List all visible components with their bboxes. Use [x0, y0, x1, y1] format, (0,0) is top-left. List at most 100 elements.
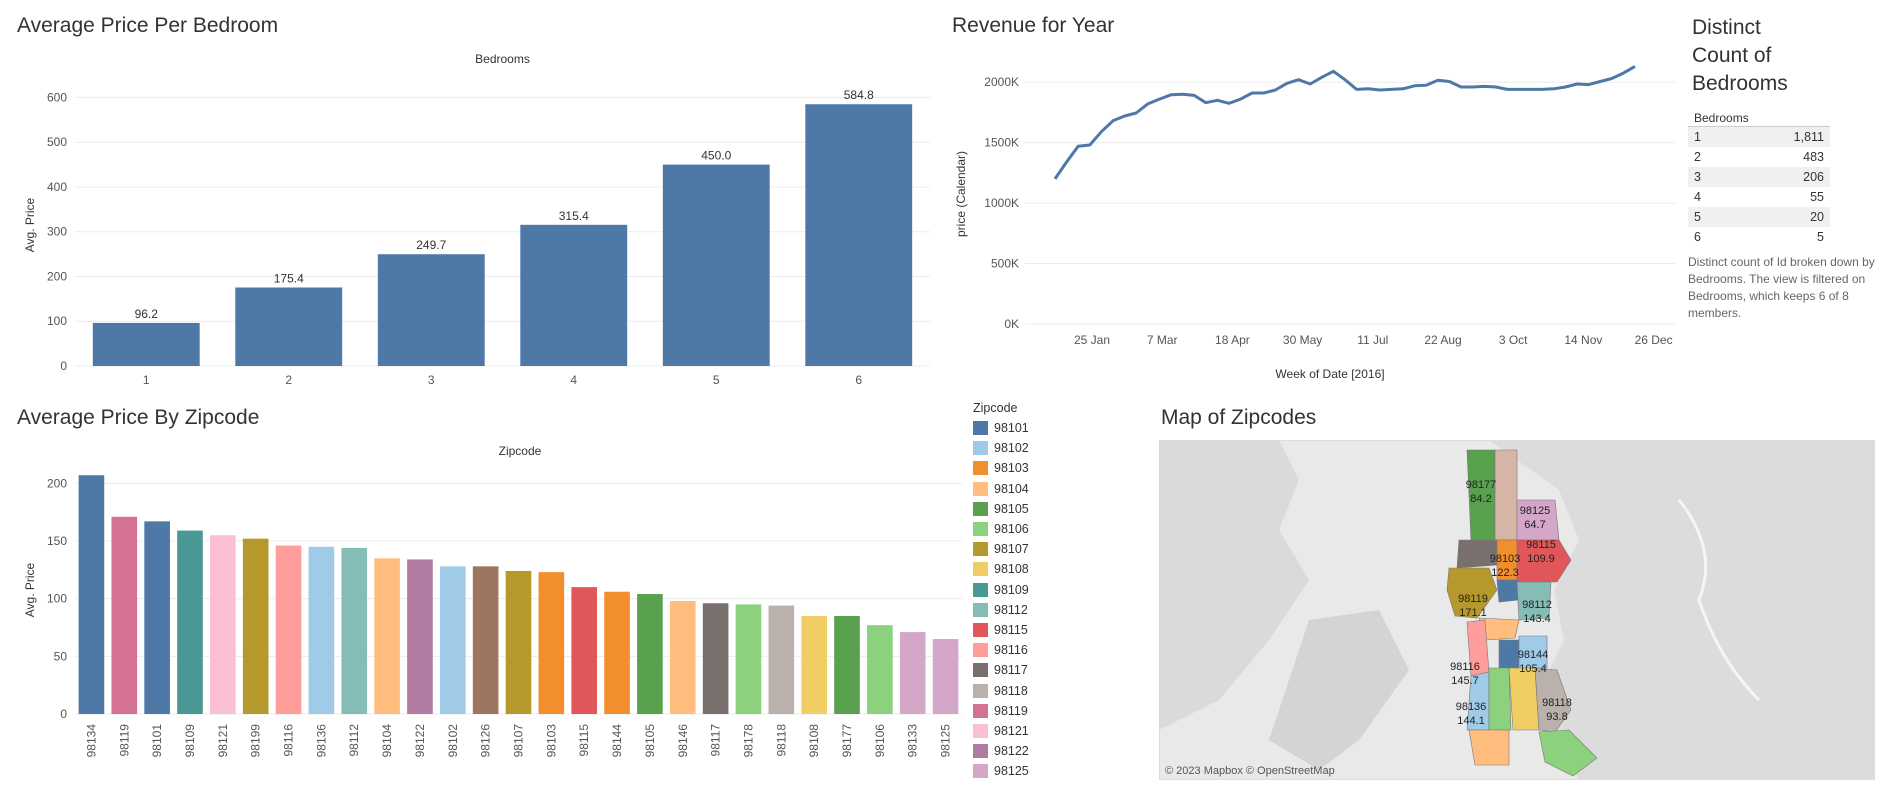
chart1-bar-5[interactable] — [662, 164, 770, 366]
chart1-data-label: 584.8 — [844, 88, 874, 102]
map-label-value: 105.4 — [1519, 663, 1547, 675]
chart4-bar-98108[interactable] — [801, 615, 827, 714]
region-98133[interactable] — [1494, 449, 1518, 541]
legend-label: 98103 — [994, 461, 1029, 476]
chart4-bar-98122[interactable] — [407, 559, 433, 714]
legend-item-98125[interactable]: 98125 — [973, 761, 1029, 781]
region-98106[interactable] — [1488, 667, 1512, 731]
chart4-bar-98134[interactable] — [78, 475, 105, 714]
legend-item-98121[interactable]: 98121 — [973, 721, 1029, 741]
legend-item-98119[interactable]: 98119 — [973, 701, 1029, 721]
legend-items[interactable]: 98101 98102 98103 98104 98105 98106 98107 98108… — [973, 418, 1029, 781]
zipcode-legend[interactable]: Zipcode 98101 98102 98103 98104 98105 98106 98… — [973, 398, 1029, 781]
region-98115[interactable] — [1516, 539, 1572, 583]
legend-item-98116[interactable]: 98116 — [973, 640, 1029, 660]
chart4-x-tick: 98177 — [840, 724, 854, 758]
table-row: 2 483 — [1688, 147, 1830, 167]
chart4-bar-98116[interactable] — [275, 545, 302, 714]
chart1-y-tick: 500 — [47, 135, 67, 149]
line-chart-revenue-for-year[interactable]: 0K 500K 1000K 1500K 2000K price (Calendar) 25 … — [940, 44, 1680, 394]
legend-item-98109[interactable]: 98109 — [973, 580, 1029, 600]
bar-chart-price-by-zipcode[interactable]: Zipcode Avg. Price 0 50 100 150 200 98134 98119 9… — [0, 436, 965, 786]
table-caption: Distinct count of Id broken down by Bedr… — [1688, 255, 1875, 320]
chart2-series-line[interactable] — [1053, 65, 1636, 180]
table-row: 4 55 — [1688, 187, 1830, 207]
region-98144[interactable] — [1518, 635, 1548, 669]
chart2-x-tick: 25 Jan — [1074, 333, 1110, 347]
chart4-bar-98102[interactable] — [439, 566, 466, 714]
chart1-x-tick: 5 — [713, 373, 720, 387]
chart4-bar-98109[interactable] — [177, 530, 203, 714]
chart4-bar-98146[interactable] — [669, 600, 696, 714]
chart4-bar-98115[interactable] — [571, 587, 598, 714]
legend-swatch — [973, 562, 988, 577]
chart4-bar-98103[interactable] — [538, 572, 565, 714]
chart4-bar-98121[interactable] — [210, 535, 236, 714]
legend-item-98115[interactable]: 98115 — [973, 620, 1029, 640]
legend-item-98101[interactable]: 98101 — [973, 418, 1029, 438]
chart1-bar-3[interactable] — [377, 254, 485, 366]
region-98134[interactable] — [1498, 639, 1520, 669]
legend-label: 98104 — [994, 481, 1029, 496]
legend-item-98104[interactable]: 98104 — [973, 479, 1029, 499]
region-98112[interactable] — [1516, 581, 1552, 621]
table-row-label: 3 — [1694, 170, 1701, 184]
region-98107[interactable] — [1446, 567, 1498, 619]
legend-swatch — [973, 461, 988, 476]
chart4-bar-98126[interactable] — [472, 566, 499, 714]
legend-swatch — [973, 723, 988, 738]
map-label-value: 93.8 — [1546, 711, 1567, 723]
bar-chart-price-per-bedroom[interactable]: Bedrooms Avg. Price 0 100 200 300 400 500 600 96.… — [0, 44, 940, 394]
chart2-y-tick: 1500K — [984, 136, 1019, 150]
legend-item-98107[interactable]: 98107 — [973, 539, 1029, 559]
chart4-bar-98178[interactable] — [735, 604, 762, 714]
chart4-bar-98199[interactable] — [242, 538, 269, 714]
region-98101[interactable] — [1496, 579, 1520, 603]
map-label-value: 171.1 — [1459, 607, 1487, 619]
chart4-bar-98107[interactable] — [505, 570, 532, 714]
region-98146[interactable] — [1468, 729, 1510, 766]
legend-item-98117[interactable]: 98117 — [973, 660, 1029, 680]
legend-item-98112[interactable]: 98112 — [973, 600, 1029, 620]
legend-item-98118[interactable]: 98118 — [973, 680, 1029, 700]
legend-item-98122[interactable]: 98122 — [973, 741, 1029, 761]
region-98108[interactable] — [1508, 667, 1540, 731]
chart4-bar-98177[interactable] — [834, 615, 860, 714]
region-98118[interactable] — [1534, 667, 1572, 733]
chart4-bar-98105[interactable] — [637, 594, 663, 714]
chart4-bar-98101[interactable] — [144, 521, 170, 714]
zipcode-map[interactable]: 98177 84.2 98125 64.7 98115 109.9 98103 122.3 98… — [1159, 440, 1875, 780]
legend-item-98108[interactable]: 98108 — [973, 559, 1029, 579]
chart4-bar-98125[interactable] — [932, 639, 959, 714]
chart4-bar-98133[interactable] — [899, 632, 926, 714]
chart1-bar-1[interactable] — [92, 322, 200, 366]
chart4-bar-98104[interactable] — [374, 558, 400, 714]
chart1-header: Bedrooms — [475, 52, 530, 66]
legend-swatch — [973, 421, 988, 436]
region-98178[interactable] — [1538, 729, 1598, 777]
zipcode-regions[interactable] — [1446, 449, 1598, 777]
chart4-bar-98112[interactable] — [341, 547, 368, 714]
chart1-bar-2[interactable] — [235, 287, 343, 366]
chart1-bar-4[interactable] — [520, 224, 628, 366]
legend-item-98106[interactable]: 98106 — [973, 519, 1029, 539]
legend-swatch — [973, 683, 988, 698]
chart4-bar-98118[interactable] — [768, 605, 795, 714]
legend-label: 98115 — [994, 622, 1028, 637]
chart4-bar-98117[interactable] — [702, 603, 729, 714]
map-river — [1677, 499, 1761, 702]
legend-item-98105[interactable]: 98105 — [973, 499, 1029, 519]
legend-label: 98102 — [994, 441, 1029, 456]
chart4-bar-98144[interactable] — [604, 591, 630, 714]
legend-item-98103[interactable]: 98103 — [973, 458, 1029, 478]
chart4-bar-98136[interactable] — [308, 546, 335, 714]
chart1-data-label: 249.7 — [416, 238, 446, 252]
chart4-bar-98106[interactable] — [867, 625, 893, 714]
chart4-bar-98119[interactable] — [111, 516, 138, 714]
legend-item-98102[interactable]: 98102 — [973, 438, 1029, 458]
chart2-x-tick: 14 Nov — [1564, 333, 1602, 347]
chart1-bar-6[interactable] — [805, 104, 913, 367]
chart2-y-tick: 500K — [991, 257, 1019, 271]
chart2-x-tick: 26 Dec — [1635, 333, 1673, 347]
chart1-y-axis-label: Avg. Price — [23, 197, 37, 252]
